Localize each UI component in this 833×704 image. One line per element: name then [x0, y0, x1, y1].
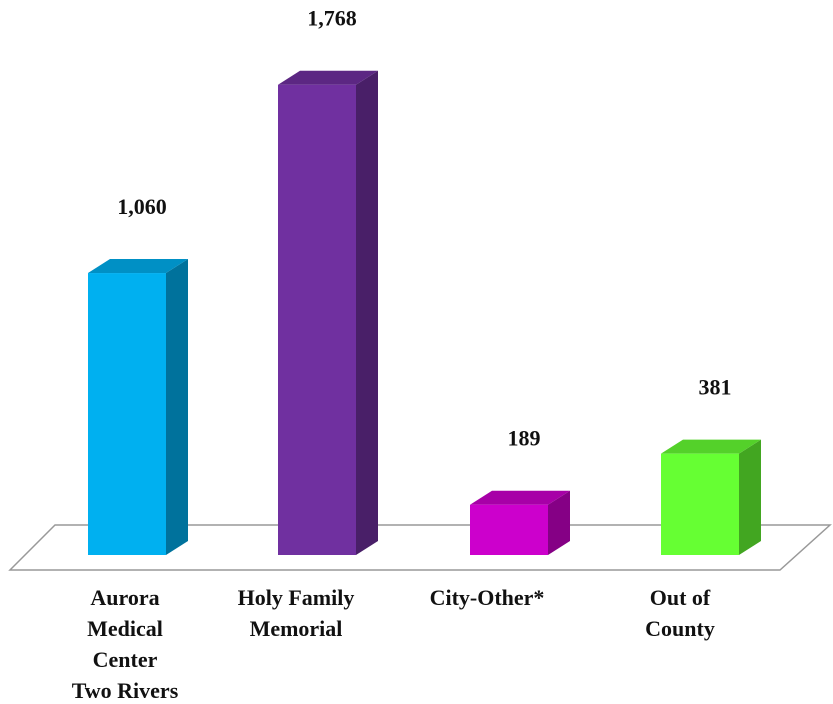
bar	[470, 504, 548, 555]
x-tick-label: Center	[93, 647, 158, 672]
bar-side	[166, 259, 188, 555]
bar-side	[739, 439, 761, 555]
bar-side	[548, 490, 570, 555]
bar	[88, 273, 166, 555]
bar-side	[356, 70, 378, 555]
x-tick-label: Holy Family	[238, 585, 355, 610]
value-label: 381	[699, 375, 732, 400]
bar-top	[88, 259, 188, 274]
bar-top	[278, 70, 378, 85]
bar-top	[661, 439, 761, 454]
x-tick-label: Aurora	[90, 585, 159, 610]
x-tick-label: Two Rivers	[72, 678, 179, 703]
x-tick-label: County	[645, 616, 715, 641]
value-label: 1,060	[117, 194, 167, 219]
value-label: 1,768	[307, 6, 357, 31]
x-tick-label: Out of	[650, 585, 711, 610]
bar-top	[470, 490, 570, 505]
x-tick-label: Medical	[87, 616, 163, 641]
x-tick-label: Memorial	[250, 616, 343, 641]
value-label: 189	[508, 426, 541, 451]
bar	[278, 84, 356, 555]
floor	[8, 524, 832, 571]
bar	[661, 453, 739, 555]
x-tick-label: City-Other*	[430, 585, 545, 610]
